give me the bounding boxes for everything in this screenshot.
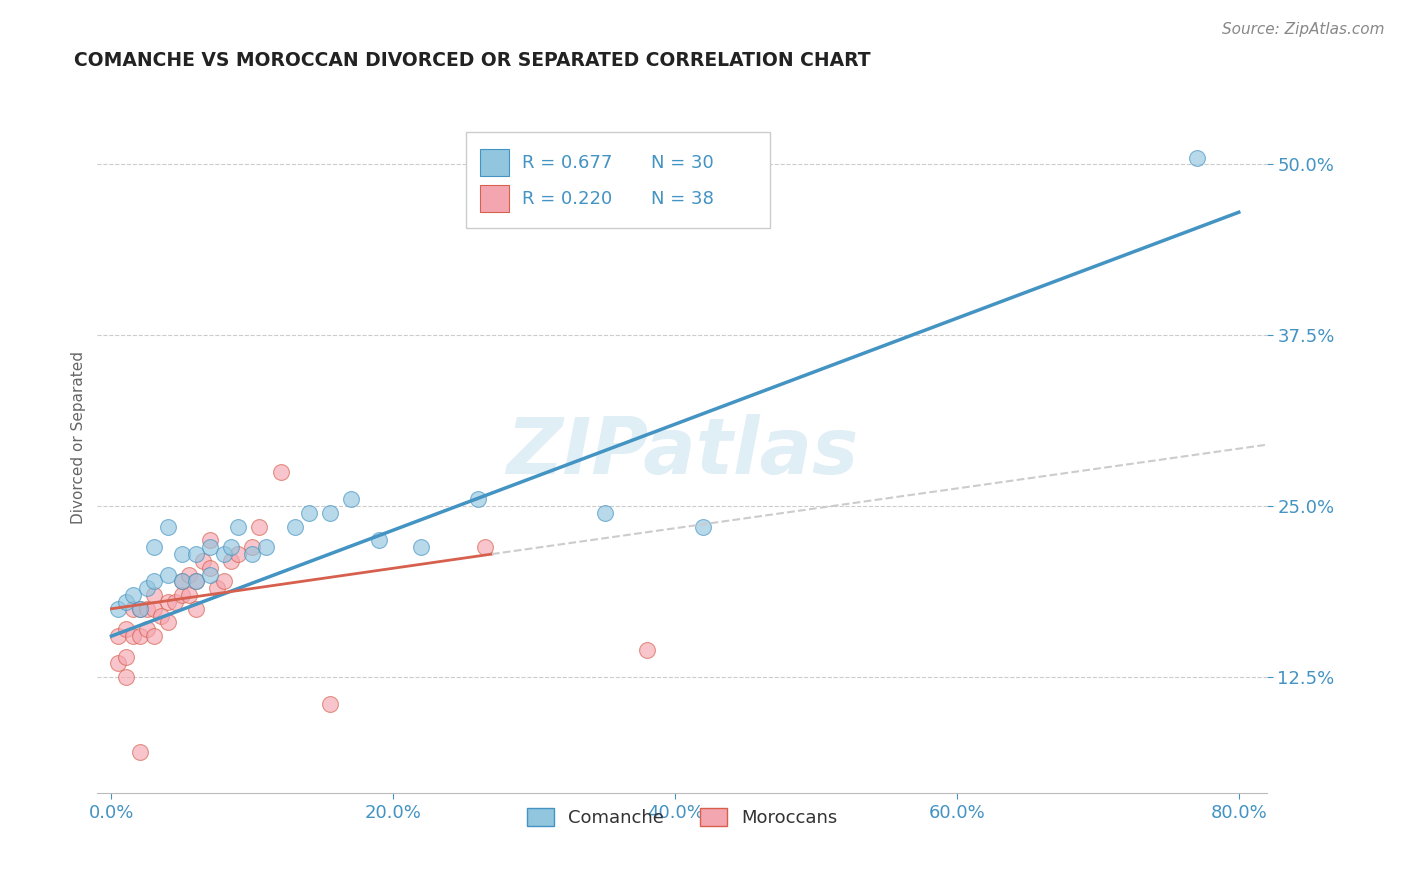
Point [142, 540, 165, 554]
Point [128, 601, 150, 615]
Point [256, 540, 278, 554]
Point [142, 601, 165, 615]
Point [177, 567, 200, 582]
Point [368, 533, 391, 548]
Point [156, 567, 179, 582]
Point [135, 622, 157, 636]
Point [156, 615, 179, 630]
Point [240, 540, 263, 554]
Point [156, 595, 179, 609]
Point [184, 574, 207, 589]
Point [142, 574, 165, 589]
Point [114, 622, 136, 636]
Point [692, 519, 714, 533]
Point [284, 519, 307, 533]
Text: ZIPatlas: ZIPatlas [506, 414, 858, 490]
Point [121, 629, 143, 643]
Point [107, 601, 129, 615]
FancyBboxPatch shape [479, 149, 509, 177]
Point [226, 547, 249, 561]
Point [198, 540, 221, 554]
Point [1185, 151, 1208, 165]
Point [135, 581, 157, 595]
Point [198, 560, 221, 574]
Point [247, 519, 270, 533]
Legend: Comanche, Moroccans: Comanche, Moroccans [519, 800, 845, 834]
Point [298, 506, 321, 520]
Point [184, 574, 207, 589]
Point [177, 588, 200, 602]
Point [184, 601, 207, 615]
Point [219, 540, 242, 554]
Point [170, 574, 193, 589]
Point [163, 595, 186, 609]
Point [156, 519, 179, 533]
FancyBboxPatch shape [465, 132, 770, 228]
Point [149, 608, 172, 623]
Text: N = 30: N = 30 [651, 153, 713, 171]
Point [128, 745, 150, 759]
FancyBboxPatch shape [479, 186, 509, 212]
Point [340, 492, 363, 507]
Point [467, 492, 489, 507]
Point [107, 629, 129, 643]
Point [170, 588, 193, 602]
Point [142, 629, 165, 643]
Point [121, 588, 143, 602]
Point [114, 670, 136, 684]
Point [319, 698, 342, 712]
Point [240, 547, 263, 561]
Point [212, 574, 235, 589]
Point [636, 642, 658, 657]
Point [170, 547, 193, 561]
Point [219, 554, 242, 568]
Text: Source: ZipAtlas.com: Source: ZipAtlas.com [1222, 22, 1385, 37]
Text: R = 0.220: R = 0.220 [522, 190, 612, 208]
Point [319, 506, 342, 520]
Point [191, 554, 214, 568]
Point [107, 657, 129, 671]
Y-axis label: Divorced or Separated: Divorced or Separated [72, 351, 86, 524]
Point [121, 601, 143, 615]
Point [142, 588, 165, 602]
Text: R = 0.677: R = 0.677 [522, 153, 612, 171]
Point [593, 506, 616, 520]
Point [212, 547, 235, 561]
Point [114, 595, 136, 609]
Point [128, 629, 150, 643]
Point [226, 519, 249, 533]
Point [128, 601, 150, 615]
Point [205, 581, 228, 595]
Text: N = 38: N = 38 [651, 190, 713, 208]
Point [184, 547, 207, 561]
Point [270, 465, 292, 479]
Point [198, 567, 221, 582]
Point [114, 649, 136, 664]
Point [170, 574, 193, 589]
Point [135, 601, 157, 615]
Point [411, 540, 433, 554]
Text: COMANCHE VS MOROCCAN DIVORCED OR SEPARATED CORRELATION CHART: COMANCHE VS MOROCCAN DIVORCED OR SEPARAT… [75, 51, 870, 70]
Point [474, 540, 496, 554]
Point [198, 533, 221, 548]
